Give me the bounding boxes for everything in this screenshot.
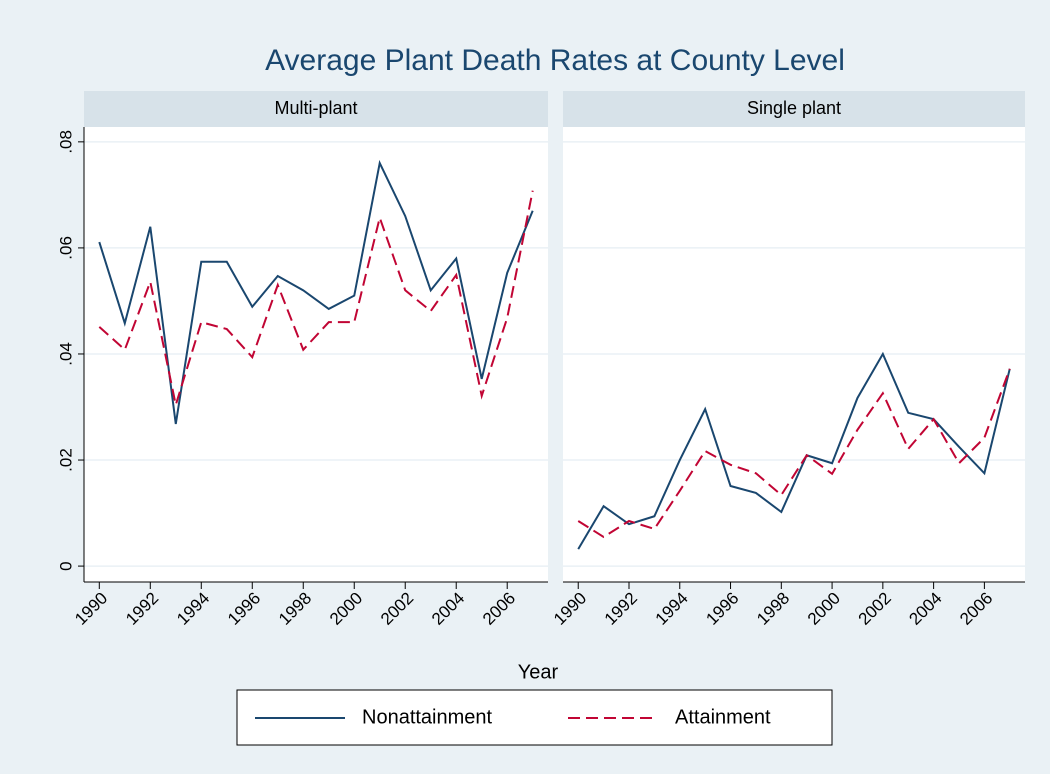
y-tick-label: .06 [56, 236, 75, 260]
series-line [577, 351, 1011, 550]
y-tick-label: .04 [56, 342, 75, 366]
y-tick-label: .08 [56, 130, 75, 154]
y-tick-label: .02 [56, 448, 75, 472]
panel-header [563, 91, 1025, 127]
legend-label: Attainment [675, 706, 771, 728]
legend-label: Nonattainment [362, 706, 493, 728]
panel-header [84, 91, 548, 127]
panel-title: Multi-plant [274, 98, 357, 118]
series-line [577, 368, 1011, 539]
panel-title: Single plant [747, 98, 841, 118]
chart-title: Average Plant Death Rates at County Leve… [265, 44, 845, 77]
series-line [98, 190, 534, 406]
series-line [98, 159, 534, 425]
y-tick-label: 0 [56, 561, 75, 570]
x-axis-label: Year [518, 661, 559, 683]
